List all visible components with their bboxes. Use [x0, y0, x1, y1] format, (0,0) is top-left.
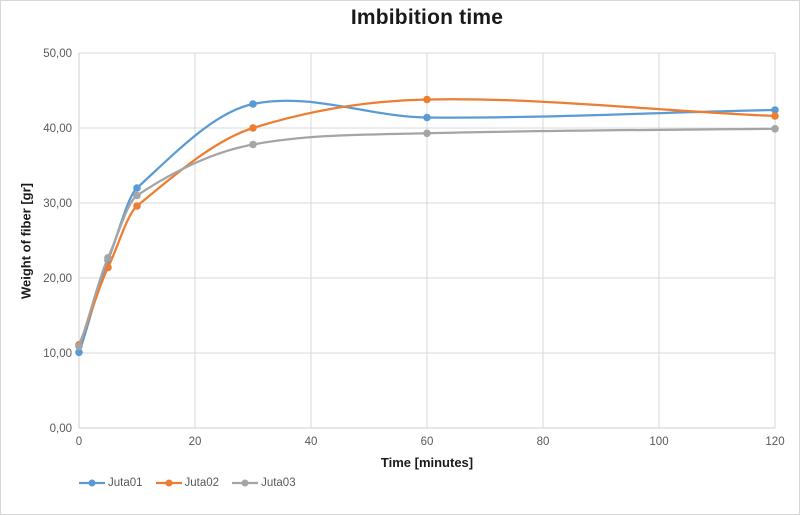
x-axis-title: Time [minutes]: [380, 455, 474, 470]
legend-item-juta02: Juta02: [155, 477, 220, 489]
series-juta03-marker: [249, 140, 257, 149]
series-juta03-marker: [423, 129, 431, 138]
series-juta03-marker: [771, 125, 779, 133]
series-juta01-marker: [423, 113, 431, 122]
series-juta01-marker: [771, 106, 779, 114]
series-juta03: [75, 125, 779, 351]
x-tick-label: 120: [765, 436, 784, 448]
x-tick-label: 20: [189, 436, 202, 448]
series-juta02-marker: [133, 202, 141, 210]
legend-marker-juta01: [79, 479, 105, 487]
series-juta02-marker: [249, 124, 257, 132]
legend-label-juta03: Juta03: [261, 477, 296, 489]
series-juta02-marker: [104, 263, 112, 272]
x-tick-label: 40: [305, 436, 318, 448]
series-juta01-marker: [249, 100, 257, 108]
series-juta01-marker: [133, 184, 141, 192]
legend-item-juta01: Juta01: [79, 477, 143, 489]
legend-item-juta03: Juta03: [232, 477, 296, 489]
series-juta02-marker: [423, 95, 431, 104]
y-tick-label: 40,00: [43, 123, 72, 135]
y-tick-label: 0,00: [50, 423, 72, 435]
y-tick-label: 20,00: [43, 273, 72, 285]
x-tick-label: 80: [537, 436, 550, 448]
x-tick-label: 60: [421, 436, 434, 448]
series-juta02: [75, 95, 779, 349]
legend-label-juta01: Juta01: [108, 477, 143, 489]
y-tick-label: 10,00: [43, 348, 72, 360]
legend: Juta01 Juta02 Juta03: [79, 477, 296, 489]
y-tick-label: 30,00: [43, 198, 72, 210]
series-juta03-marker: [133, 191, 141, 200]
y-axis-title: Weight of fiber [gr]: [18, 182, 34, 300]
series-juta03-marker: [104, 253, 112, 262]
y-tick-label: 50,00: [43, 48, 72, 60]
legend-marker-juta02: [155, 479, 182, 487]
tick-labels: 0,00 10,00 20,00 30,00 40,00 50,00 0 20 40 60 80 10…: [43, 48, 784, 448]
legend-label-juta02: Juta02: [184, 477, 220, 489]
chart-title: Imbibition time: [350, 6, 504, 29]
series-juta02-marker: [771, 112, 779, 120]
x-tick-label: 0: [76, 436, 82, 448]
legend-marker-juta03: [232, 479, 259, 487]
series-juta03-marker: [75, 342, 83, 351]
x-tick-label: 100: [649, 436, 668, 448]
series-juta01-marker: [75, 348, 83, 357]
